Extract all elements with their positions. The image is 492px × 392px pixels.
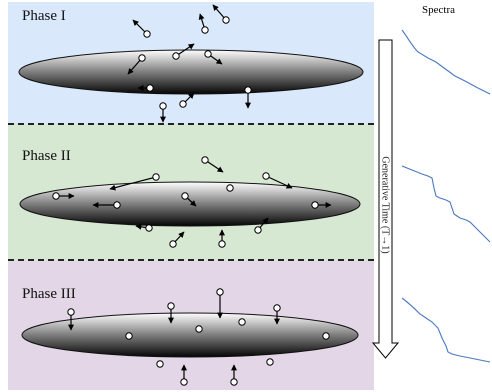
phase-divider-1 xyxy=(8,123,374,125)
spectrum-curve-phase-1 xyxy=(401,29,491,95)
spectrum-curve-phase-2 xyxy=(401,165,491,243)
particle-cloud-phase-1 xyxy=(18,49,364,95)
spectra-title: Spectra xyxy=(422,4,455,16)
phase-divider-2 xyxy=(8,259,374,261)
phase-2-label: Phase II xyxy=(22,148,71,164)
phase-1-particles xyxy=(138,16,252,110)
particle-cloud-phase-3 xyxy=(21,312,359,358)
spectrum-curve-phase-3 xyxy=(401,297,491,363)
phase-3-particles xyxy=(67,288,330,386)
phase-2-arrows xyxy=(58,159,332,245)
particle-cloud-phase-2 xyxy=(19,181,361,227)
phase-3-label: Phase III xyxy=(22,286,76,302)
generative-time-label: Generative Time (T→1) xyxy=(379,155,391,255)
phase-1-label: Phase I xyxy=(22,8,66,24)
phase-2-particles xyxy=(52,156,319,248)
